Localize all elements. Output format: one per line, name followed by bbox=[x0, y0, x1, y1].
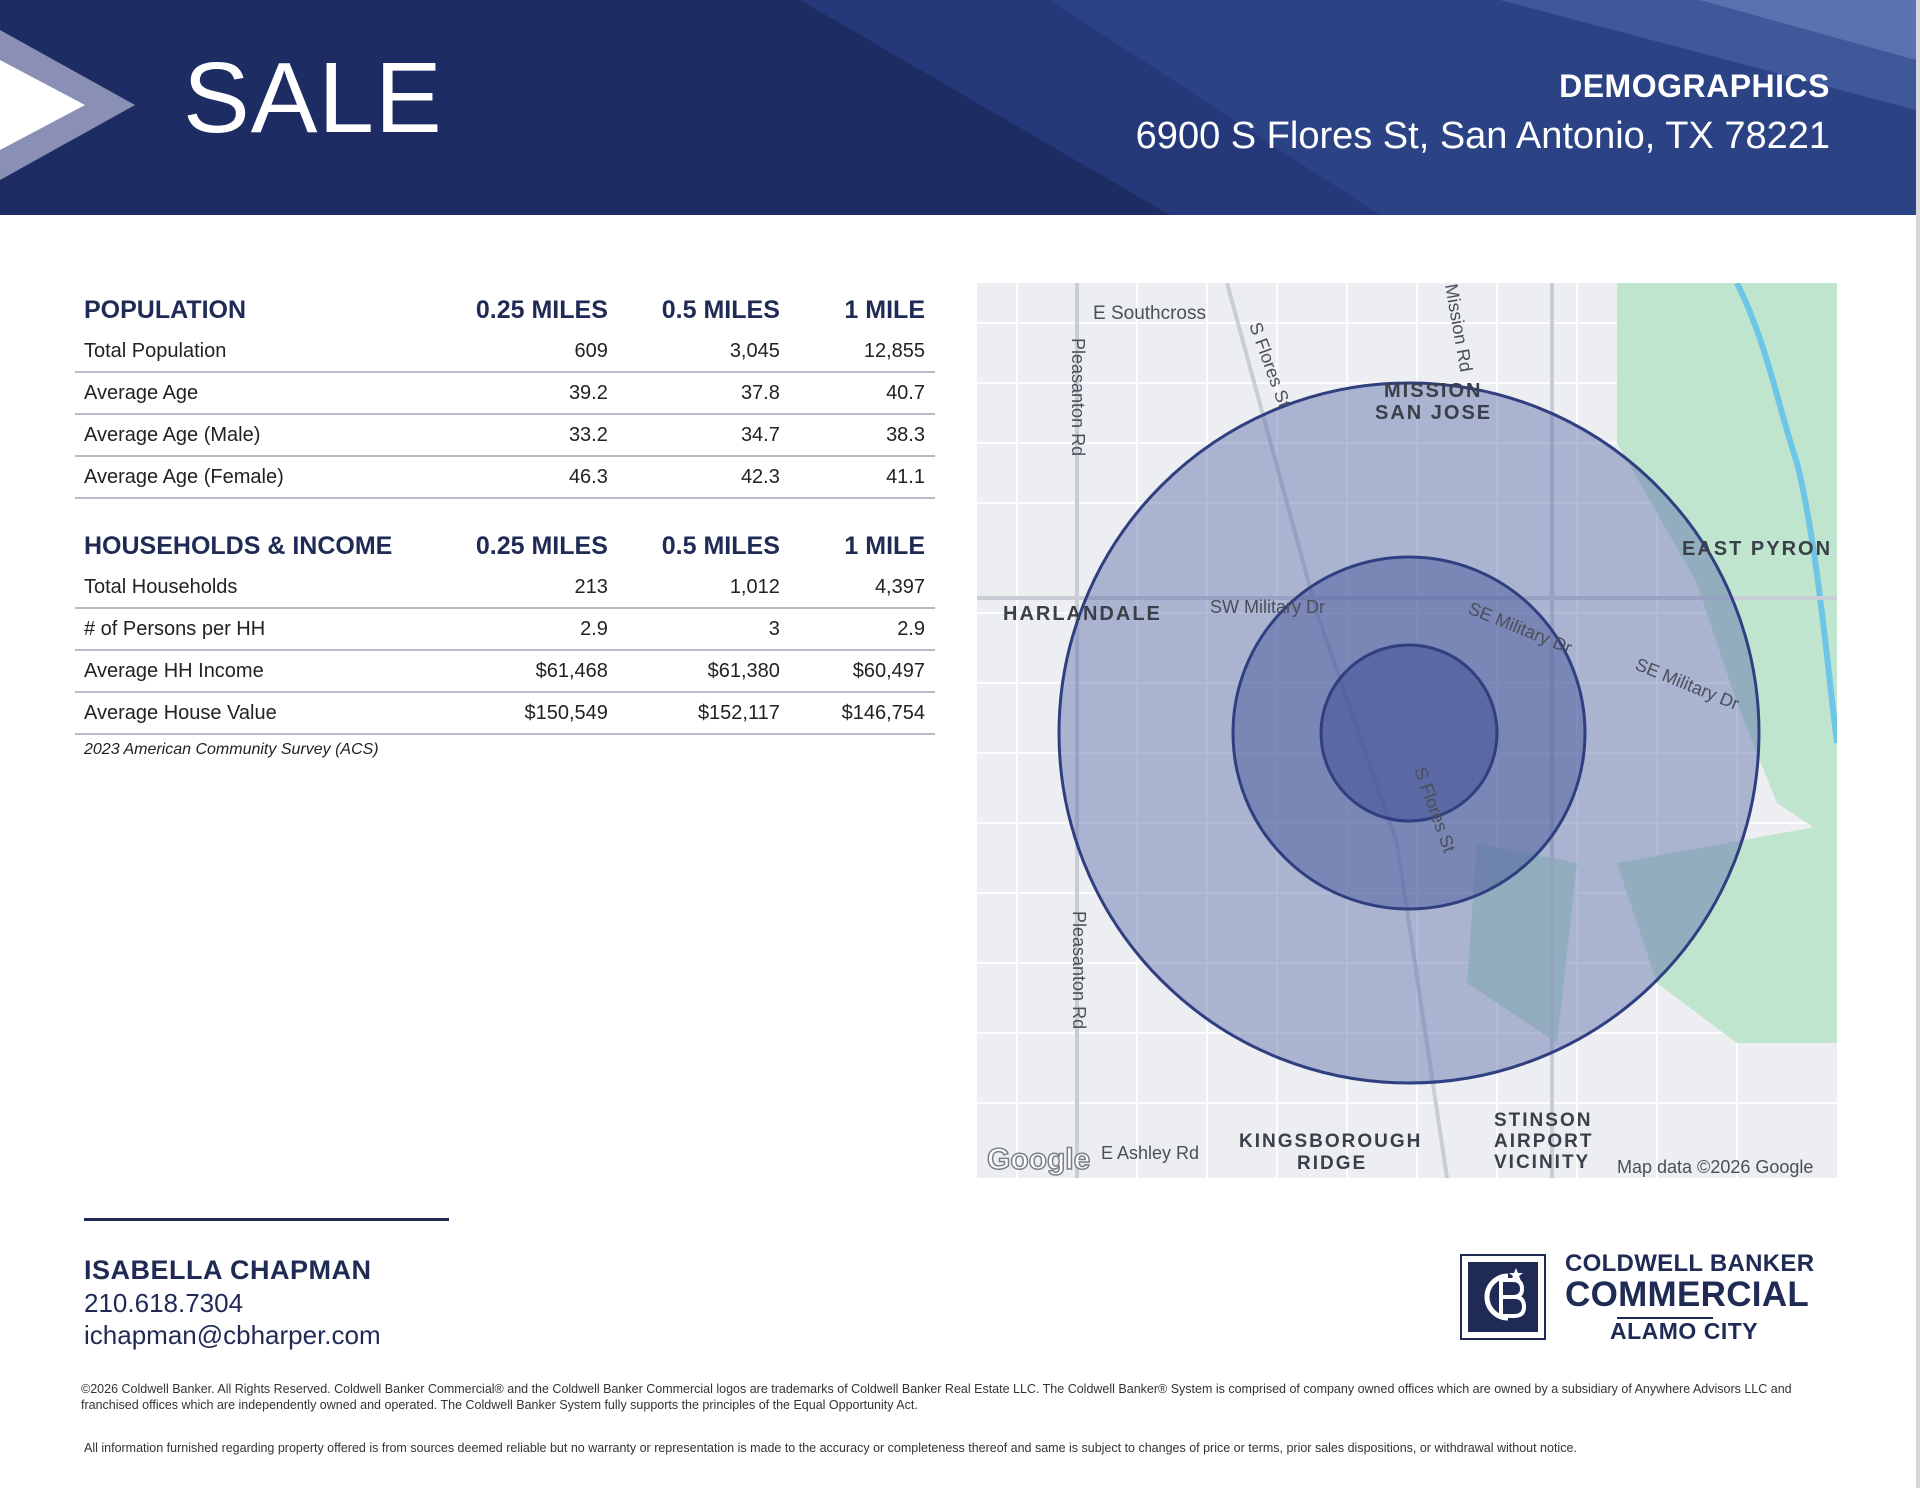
cell: 41.1 bbox=[789, 456, 935, 499]
cell: 12,855 bbox=[789, 331, 935, 373]
source-note: 2023 American Community Survey (ACS) bbox=[84, 741, 379, 758]
page-border bbox=[1916, 0, 1920, 1488]
table-row: # of Persons per HH 2.9 3 2.9 bbox=[75, 608, 935, 651]
cell: $61,468 bbox=[445, 650, 618, 693]
cb-logo-icon bbox=[1460, 1254, 1546, 1340]
table-row: Average HH Income $61,468 $61,380 $60,49… bbox=[75, 650, 935, 693]
section-title: DEMOGRAPHICS bbox=[1559, 68, 1830, 104]
cell: $146,754 bbox=[789, 692, 935, 735]
row-label: Average Age (Male) bbox=[75, 414, 446, 457]
map-label: SAN JOSE bbox=[1375, 402, 1492, 424]
column-header: 0.25 MILES bbox=[475, 296, 608, 324]
map-label: Pleasanton Rd bbox=[1068, 338, 1088, 456]
logo-text-line3: ALAMO CITY bbox=[1610, 1318, 1759, 1344]
map-label: E Ashley Rd bbox=[1101, 1143, 1199, 1163]
table-row: Average House Value $150,549 $152,117 $1… bbox=[75, 692, 935, 735]
agent-name: ISABELLA CHAPMAN bbox=[84, 1255, 372, 1285]
header-background bbox=[0, 0, 1916, 215]
row-label: Average House Value bbox=[75, 692, 446, 735]
cell: $150,549 bbox=[445, 692, 618, 735]
map-label: SW Military Dr bbox=[1210, 597, 1325, 617]
column-header: 0.5 MILES bbox=[661, 296, 780, 324]
cell: 37.8 bbox=[617, 372, 790, 415]
table-header-row: POPULATION 0.25 MILES 0.5 MILES 1 MILE bbox=[75, 291, 935, 331]
cell: 33.2 bbox=[445, 414, 618, 457]
legal-disclaimer: ©2026 Coldwell Banker. All Rights Reserv… bbox=[81, 1382, 1792, 1412]
cell: 40.7 bbox=[789, 372, 935, 415]
header-right: DEMOGRAPHICS 6900 S Flores St, San Anton… bbox=[1136, 68, 1830, 158]
cell: 38.3 bbox=[789, 414, 935, 457]
table-row: Total Households 213 1,012 4,397 bbox=[75, 567, 935, 609]
cell: $60,497 bbox=[789, 650, 935, 693]
cell: 42.3 bbox=[617, 456, 790, 499]
row-label: Average Age (Female) bbox=[75, 456, 446, 499]
cell: $152,117 bbox=[617, 692, 790, 735]
agent-phone[interactable]: 210.618.7304 bbox=[84, 1288, 244, 1318]
cell: 4,397 bbox=[789, 567, 935, 609]
row-label: Total Population bbox=[75, 331, 446, 373]
google-logo: Google bbox=[987, 1143, 1090, 1176]
table-row: Average Age (Female) 46.3 42.3 41.1 bbox=[75, 456, 935, 499]
row-label: Average HH Income bbox=[75, 650, 446, 693]
page-header: SALE DEMOGRAPHICS 6900 S Flores St, San … bbox=[0, 0, 1916, 215]
map-label: HARLANDALE bbox=[1003, 603, 1162, 625]
logo-rule bbox=[1617, 1317, 1713, 1319]
river bbox=[1734, 283, 1837, 744]
households-table: HOUSEHOLDS & INCOME 0.25 MILES 0.5 MILES… bbox=[75, 527, 935, 735]
table-row: Average Age (Male) 33.2 34.7 38.3 bbox=[75, 414, 935, 457]
map-label: KINGSBOROUGH bbox=[1239, 1131, 1422, 1152]
table-row: Total Population 609 3,045 12,855 bbox=[75, 331, 935, 373]
population-table: POPULATION 0.25 MILES 0.5 MILES 1 MILE T… bbox=[75, 291, 935, 499]
map-label: EAST PYRON bbox=[1682, 538, 1832, 560]
cell: 3,045 bbox=[617, 331, 790, 373]
map-canvas: E Southcross Pleasanton Rd S Flores St M… bbox=[977, 283, 1837, 1178]
map-label: E Southcross bbox=[1093, 303, 1206, 324]
legal-disclaimer-2: All information furnished regarding prop… bbox=[84, 1441, 1577, 1455]
cell: 34.7 bbox=[617, 414, 790, 457]
footer-divider bbox=[84, 1218, 449, 1221]
property-address: 6900 S Flores St, San Antonio, TX 78221 bbox=[1135, 115, 1830, 157]
column-header: 1 MILE bbox=[844, 296, 925, 324]
row-label: # of Persons per HH bbox=[75, 608, 446, 651]
radius-map[interactable]: E Southcross Pleasanton Rd S Flores St M… bbox=[977, 283, 1837, 1178]
map-label: VICINITY bbox=[1494, 1152, 1590, 1173]
column-header: 0.25 MILES bbox=[475, 532, 608, 560]
cell: 3 bbox=[617, 608, 790, 651]
map-label: RIDGE bbox=[1297, 1153, 1367, 1174]
map-label: Pleasanton Rd bbox=[1069, 911, 1089, 1029]
map-label: AIRPORT bbox=[1494, 1131, 1594, 1152]
map-label: STINSON bbox=[1494, 1110, 1592, 1131]
cell: $61,380 bbox=[617, 650, 790, 693]
map-attribution: Map data ©2026 Google bbox=[1617, 1157, 1813, 1177]
logo-text-line1: COLDWELL BANKER bbox=[1565, 1250, 1815, 1277]
column-header: 0.5 MILES bbox=[661, 532, 780, 560]
logo-text-line2: COMMERCIAL bbox=[1565, 1275, 1810, 1314]
column-header: POPULATION bbox=[84, 296, 247, 324]
cell: 213 bbox=[445, 567, 618, 609]
radius-rings bbox=[1057, 381, 1761, 1085]
cell: 2.9 bbox=[445, 608, 618, 651]
cell: 2.9 bbox=[789, 608, 935, 651]
cell: 46.3 bbox=[445, 456, 618, 499]
agent-email[interactable]: ichapman@cbharper.com bbox=[84, 1320, 381, 1350]
row-label: Average Age bbox=[75, 372, 446, 415]
ring-0.25-miles bbox=[1319, 643, 1499, 823]
row-label: Total Households bbox=[75, 567, 446, 609]
table-row: Average Age 39.2 37.8 40.7 bbox=[75, 372, 935, 415]
column-header: 1 MILE bbox=[844, 532, 925, 560]
cell: 609 bbox=[445, 331, 618, 373]
cell: 1,012 bbox=[617, 567, 790, 609]
cell: 39.2 bbox=[445, 372, 618, 415]
column-header: HOUSEHOLDS & INCOME bbox=[84, 532, 393, 560]
map-label: MISSION bbox=[1384, 380, 1482, 402]
sale-title: SALE bbox=[183, 42, 443, 154]
table-header-row: HOUSEHOLDS & INCOME 0.25 MILES 0.5 MILES… bbox=[75, 527, 935, 567]
